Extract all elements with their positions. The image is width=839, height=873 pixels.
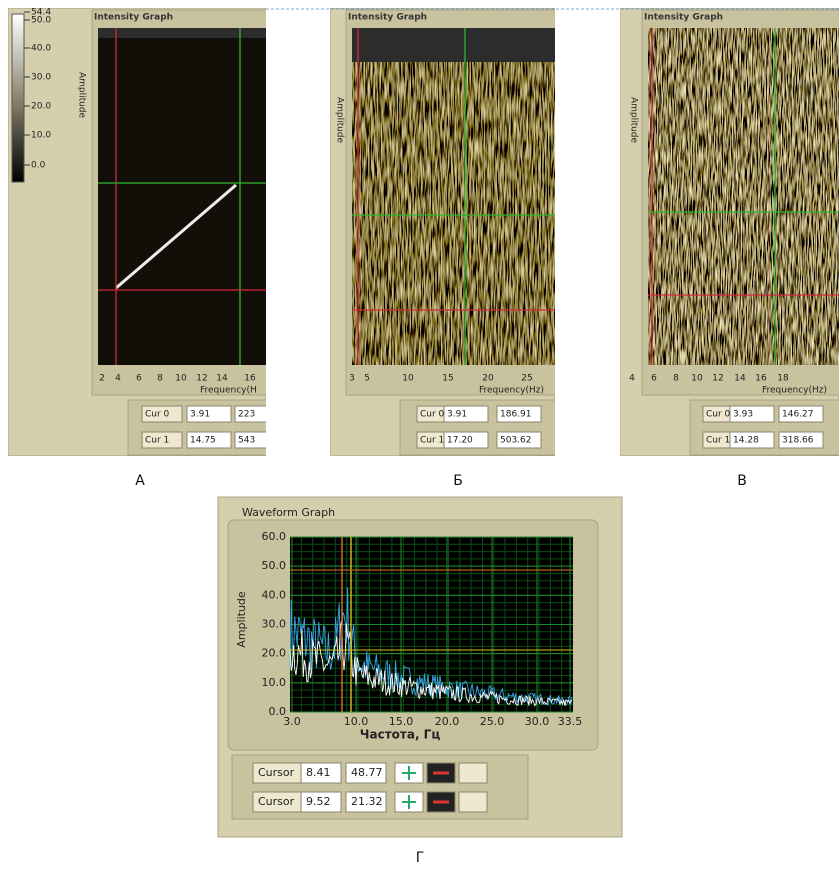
cursor-name: Cursor bbox=[258, 766, 295, 779]
colorbar bbox=[12, 14, 24, 182]
x-tick-label: 12 bbox=[196, 374, 207, 384]
cursor-y: 223 bbox=[238, 410, 255, 420]
x-tick-label: 25.0 bbox=[480, 715, 505, 728]
graph-title: Waveform Graph bbox=[242, 506, 335, 519]
colorbar-tick-label: 30.0 bbox=[31, 73, 51, 83]
x-axis-label: Frequency(Hz) bbox=[762, 386, 827, 396]
x-tick-label: 12 bbox=[712, 374, 723, 384]
y-axis-label: Amplitude bbox=[235, 591, 248, 648]
x-tick-label: 14 bbox=[216, 374, 228, 384]
x-tick-label: 5 bbox=[364, 374, 370, 384]
cursor-x: 14.75 bbox=[190, 436, 216, 446]
x-tick-label: 10 bbox=[691, 374, 703, 384]
y-axis-label: Amplitude bbox=[629, 97, 639, 144]
cursor-y: 186.91 bbox=[500, 410, 532, 420]
x-tick-label: 16 bbox=[755, 374, 767, 384]
y-tick-label: 50.0 bbox=[262, 559, 287, 572]
x-tick-label: 33.5 bbox=[558, 715, 583, 728]
cursor-name: Cur 1 bbox=[420, 436, 444, 446]
cursor-x: 3.93 bbox=[733, 410, 753, 420]
y-tick-label: 40.0 bbox=[262, 588, 287, 601]
x-tick-label: 8 bbox=[673, 374, 679, 384]
y-tick-label: 60.0 bbox=[262, 530, 287, 543]
cursor-y: 21.32 bbox=[351, 795, 383, 808]
panel-label: Б bbox=[453, 473, 463, 489]
cursor-name: Cursor bbox=[258, 795, 295, 808]
intensity-panel: Intensity Graph54.450.040.030.020.010.00… bbox=[8, 8, 279, 457]
cursor-name: Cur 0 bbox=[706, 410, 731, 420]
cursor-y: 48.77 bbox=[351, 766, 383, 779]
colorbar-tick-label: 20.0 bbox=[31, 102, 51, 112]
x-axis-label: Frequency(Hz) bbox=[479, 386, 544, 396]
graph-title: Intensity Graph bbox=[348, 13, 427, 23]
x-tick-label: 10 bbox=[175, 374, 187, 384]
intensity-texture bbox=[648, 28, 839, 365]
x-tick-label: 16 bbox=[244, 374, 256, 384]
intensity-texture bbox=[352, 28, 556, 365]
x-axis-label: Frequency(H bbox=[200, 386, 257, 396]
x-tick-label: 18 bbox=[777, 374, 789, 384]
x-tick-label: 4 bbox=[629, 374, 635, 384]
x-tick-label: 3 bbox=[349, 374, 355, 384]
intensity-panel: Intensity Graph Amplitude 4 6 8 10 12 14 16 18 Fre… bbox=[620, 8, 839, 456]
cursor-x: 8.41 bbox=[306, 766, 331, 779]
y-axis-label: Amplitude bbox=[335, 97, 345, 144]
x-tick-label: 6 bbox=[651, 374, 657, 384]
x-tick-label: 14 bbox=[734, 374, 746, 384]
x-tick-label: 4 bbox=[115, 374, 121, 384]
cursor-x: 3.91 bbox=[447, 410, 467, 420]
x-tick-label: 30.0 bbox=[525, 715, 550, 728]
panel-label: В bbox=[737, 473, 747, 489]
cursor-name: Cur 0 bbox=[420, 410, 445, 420]
y-tick-label: 20.0 bbox=[262, 647, 287, 660]
panel-label: А bbox=[135, 473, 145, 489]
y-axis-label: Amplitude bbox=[77, 72, 87, 119]
x-tick-label: 20.0 bbox=[435, 715, 460, 728]
cursor-y: 543 bbox=[238, 436, 255, 446]
plot-area bbox=[98, 28, 266, 365]
x-tick-label: 25 bbox=[521, 374, 532, 384]
top-band bbox=[352, 28, 556, 62]
cursor-x: 9.52 bbox=[306, 795, 331, 808]
graph-title: Intensity Graph bbox=[644, 13, 723, 23]
cursor-y: 318.66 bbox=[782, 436, 814, 446]
cursor-y: 503.62 bbox=[500, 436, 532, 446]
colorbar-tick-label: 40.0 bbox=[31, 44, 51, 54]
cursor-x: 3.91 bbox=[190, 410, 210, 420]
x-tick-label: 20 bbox=[482, 374, 494, 384]
y-tick-label: 10.0 bbox=[262, 676, 287, 689]
cursor-x: 17.20 bbox=[447, 436, 473, 446]
x-tick-label: 15 bbox=[442, 374, 453, 384]
colorbar-tick-label: 10.0 bbox=[31, 131, 51, 141]
cursor-x: 14.28 bbox=[733, 436, 759, 446]
cursor-name: Cur 1 bbox=[706, 436, 730, 446]
cursor-name: Cur 1 bbox=[145, 436, 169, 446]
cursor-y: 146.27 bbox=[782, 410, 814, 420]
x-tick-label: 8 bbox=[157, 374, 163, 384]
panel-label: Г bbox=[416, 850, 425, 866]
x-tick-label: 10.0 bbox=[344, 715, 369, 728]
figure: Intensity Graph54.450.040.030.020.010.00… bbox=[0, 0, 839, 869]
x-tick-label: 2 bbox=[99, 374, 105, 384]
x-tick-label: 3.0 bbox=[283, 715, 301, 728]
y-tick-label: 30.0 bbox=[262, 618, 287, 631]
cursor-name: Cur 0 bbox=[145, 410, 170, 420]
graph-title: Intensity Graph bbox=[94, 13, 173, 23]
x-axis-label: Частота, Гц bbox=[360, 728, 441, 742]
top-band bbox=[98, 28, 266, 38]
cursor-tool-button[interactable] bbox=[459, 763, 487, 783]
waveform-panel: Waveform Graph60.050.040.030.020.010.00.… bbox=[218, 497, 622, 837]
colorbar-tick-label: 0.0 bbox=[31, 161, 46, 171]
x-tick-label: 6 bbox=[136, 374, 142, 384]
x-tick-label: 15.0 bbox=[389, 715, 414, 728]
colorbar-tick-label: 50.0 bbox=[31, 16, 51, 26]
cursor-tool-button[interactable] bbox=[459, 792, 487, 812]
x-tick-label: 10 bbox=[402, 374, 414, 384]
